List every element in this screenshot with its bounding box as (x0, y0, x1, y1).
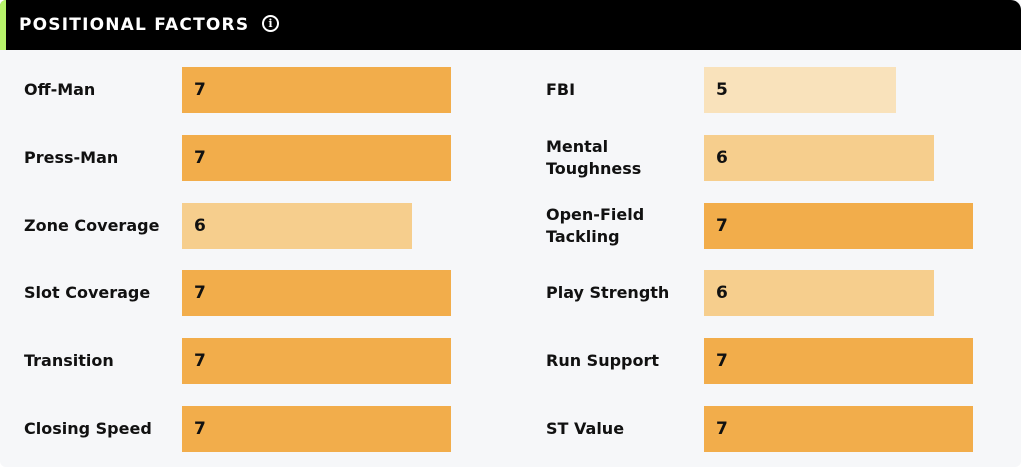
factor-label: Slot Coverage (24, 283, 151, 302)
factor-label: Run Support (546, 351, 660, 370)
factor-row: Open-Field Tackling 7 (546, 203, 1006, 249)
factor-bar: 7 (182, 406, 451, 452)
factor-bar: 6 (182, 203, 412, 249)
factor-bar: 7 (704, 406, 973, 452)
info-icon[interactable]: i (262, 15, 279, 32)
factor-row: Press-Man 7 (24, 135, 484, 181)
factor-bar: 5 (704, 67, 896, 113)
factor-row: FBI 5 (546, 67, 1006, 113)
factor-label: Off-Man (24, 80, 96, 99)
factor-label: Mental Toughness (546, 137, 642, 178)
factor-bar: 6 (704, 270, 934, 316)
factor-bar: 7 (704, 203, 973, 249)
factor-bar: 7 (182, 338, 451, 384)
header-accent (0, 0, 6, 50)
factor-bar: 6 (704, 135, 934, 181)
factor-label: Transition (24, 351, 114, 370)
factor-row: Run Support 7 (546, 338, 1006, 384)
factor-label: Open-Field Tackling (546, 205, 645, 246)
factor-bar: 7 (182, 67, 451, 113)
factor-label: Press-Man (24, 148, 119, 167)
factor-row: Play Strength 6 (546, 270, 1006, 316)
factor-row: ST Value 7 (546, 406, 1006, 452)
factor-row: Transition 7 (24, 338, 484, 384)
factor-row: Closing Speed 7 (24, 406, 484, 452)
panel-header: POSITIONAL FACTORS i (0, 0, 1021, 50)
factor-label: Play Strength (546, 283, 670, 302)
factor-row: Zone Coverage 6 (24, 203, 484, 249)
factor-label: Zone Coverage (24, 216, 160, 235)
factor-bar: 7 (182, 135, 451, 181)
factor-label: FBI (546, 80, 576, 99)
factor-row: Off-Man 7 (24, 67, 484, 113)
factor-bar: 7 (182, 270, 451, 316)
panel-title: POSITIONAL FACTORS (19, 15, 250, 35)
factor-row: Slot Coverage 7 (24, 270, 484, 316)
factor-row: Mental Toughness 6 (546, 135, 1006, 181)
factor-label: Closing Speed (24, 419, 152, 438)
factor-label: ST Value (546, 419, 625, 438)
factor-bar: 7 (704, 338, 973, 384)
